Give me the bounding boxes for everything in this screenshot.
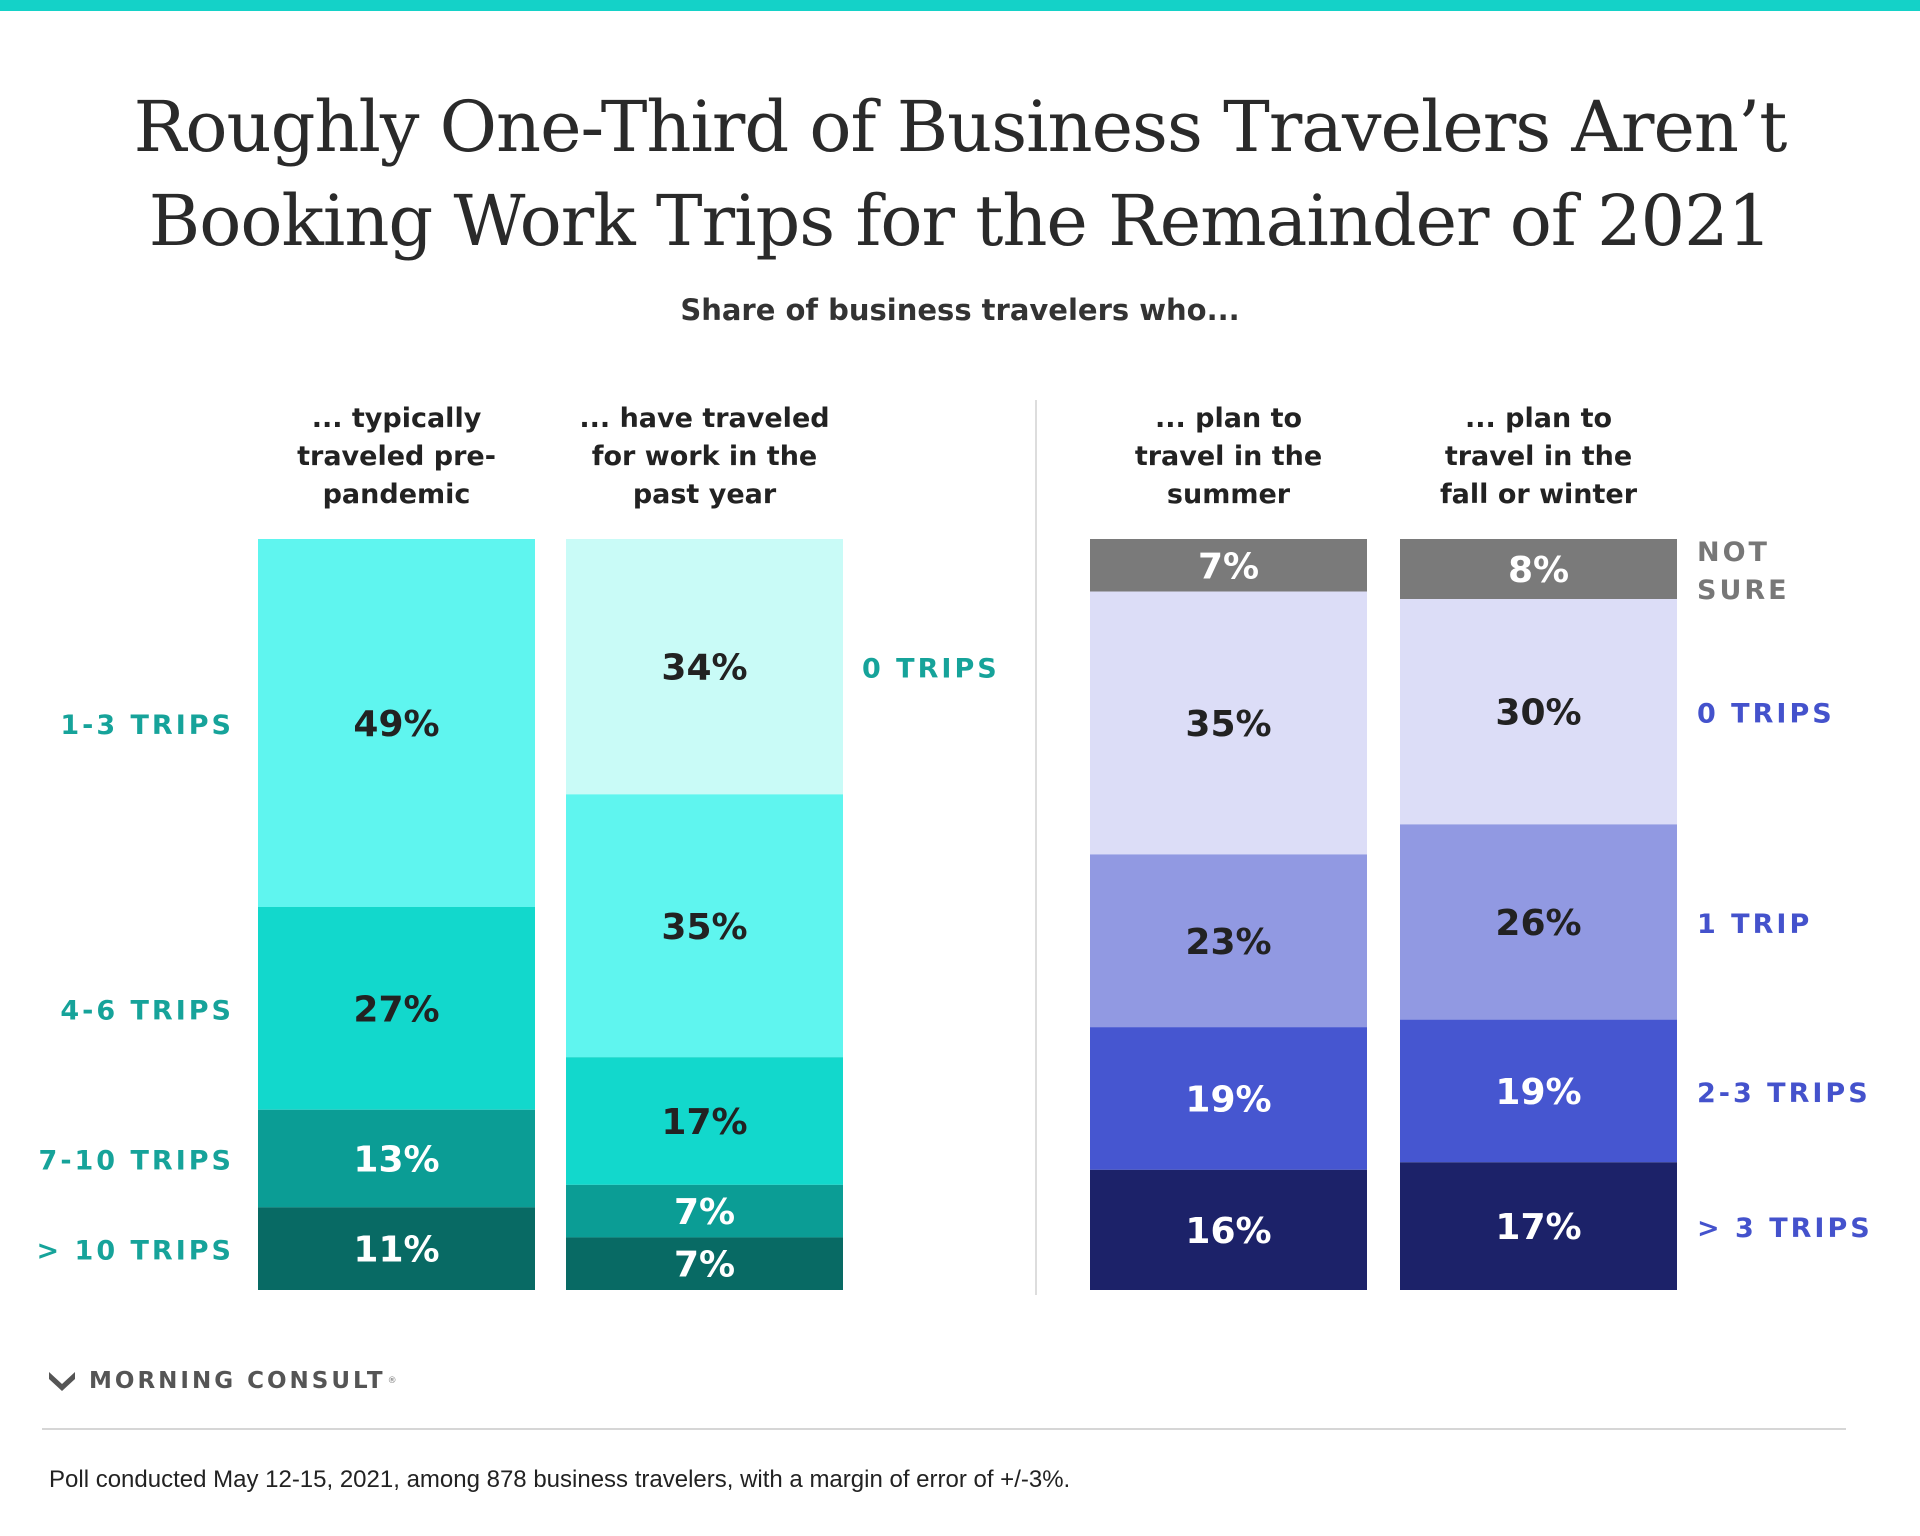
legend-label-right: 0 TRIPS — [1697, 699, 1835, 730]
column-header-line: pandemic — [323, 479, 471, 510]
bar-segment — [566, 1057, 843, 1185]
legend-label-left: > 10 TRIPS — [37, 1236, 234, 1267]
bar-segment — [258, 1207, 535, 1290]
segment-value-label: 19% — [1185, 1079, 1271, 1120]
legend-label-right-not-sure-word: NOT — [1697, 537, 1770, 568]
segment-value-label: 26% — [1495, 903, 1581, 944]
segment-value-label: 27% — [353, 989, 439, 1030]
footer-divider — [42, 1428, 1846, 1430]
segment-value-label: 11% — [353, 1230, 439, 1271]
segment-value-label: 7% — [674, 1245, 735, 1286]
brand-trademark: ® — [387, 1376, 397, 1386]
legend-label-right: 1 TRIP — [1697, 909, 1812, 940]
column-header-line: travel in the — [1445, 441, 1632, 472]
segment-value-label: 49% — [353, 704, 439, 745]
segment-value-label: 16% — [1185, 1211, 1271, 1252]
chart-title: Roughly One-Third of Business Travelers … — [0, 80, 1920, 268]
column-header-line: for work in the — [592, 441, 818, 472]
bar-segment — [1400, 1162, 1677, 1290]
legend-label-left: 7-10 TRIPS — [39, 1146, 234, 1177]
column-header-line: traveled pre- — [297, 441, 496, 472]
chart-title-line-2: Booking Work Trips for the Remainder of … — [148, 180, 1772, 262]
legend-label-left: 4-6 TRIPS — [60, 995, 234, 1026]
stacked-bar-chart: ... typically traveled pre-pandemic 49% 27%… — [37, 400, 1873, 1295]
segment-value-label: 17% — [1495, 1207, 1581, 1248]
morning-consult-logo-icon — [49, 1372, 75, 1391]
column-header-line: ... have traveled — [579, 403, 829, 434]
segment-value-label: 7% — [674, 1192, 735, 1233]
legend-label-right: 0 TRIPS — [862, 654, 1000, 685]
chart-title-line-1: Roughly One-Third of Business Travelers … — [133, 86, 1788, 168]
column-header-line: ... plan to — [1465, 403, 1612, 434]
segment-value-label: 7% — [1198, 546, 1259, 587]
bar-segment — [1400, 599, 1677, 825]
bar-segment — [1400, 824, 1677, 1020]
column-header-line: travel in the — [1135, 441, 1322, 472]
column-header-line: past year — [633, 479, 777, 510]
legend-label-left: 1-3 TRIPS — [60, 710, 234, 741]
footnote: Poll conducted May 12-15, 2021, among 87… — [49, 1466, 1071, 1493]
segment-value-label: 35% — [1185, 704, 1271, 745]
bar-segment — [566, 1237, 843, 1290]
column-header-line: fall or winter — [1440, 479, 1638, 510]
segment-value-label: 30% — [1495, 693, 1581, 734]
legend-label-right: 2-3 TRIPS — [1697, 1078, 1871, 1109]
bar-segment — [1090, 1169, 1367, 1290]
bar-segment — [566, 794, 843, 1058]
brand-name: MORNING CONSULT — [89, 1368, 386, 1394]
bar-segment — [566, 539, 843, 795]
segment-value-label: 8% — [1508, 550, 1569, 591]
bar-segment — [1400, 539, 1677, 600]
segment-value-label: 13% — [353, 1140, 439, 1181]
bar-segment — [1400, 1019, 1677, 1163]
segment-value-label: 17% — [661, 1102, 747, 1143]
accent-strip — [0, 0, 1920, 11]
bar-segment — [258, 906, 535, 1110]
column-header-line: ... typically — [312, 403, 482, 434]
bar-segment — [1090, 539, 1367, 592]
segment-value-label: 19% — [1495, 1072, 1581, 1113]
bar-segment — [1090, 591, 1367, 855]
segment-value-label: 34% — [661, 648, 747, 689]
segment-value-label: 23% — [1185, 922, 1271, 963]
bar-segment — [1090, 854, 1367, 1028]
bar-segment — [258, 539, 535, 907]
segment-value-label: 35% — [661, 907, 747, 948]
brand: MORNING CONSULT ® — [47, 1365, 397, 1397]
legend-label-right-not-sure-word: SURE — [1697, 575, 1790, 606]
legend-label-right: > 3 TRIPS — [1697, 1213, 1873, 1244]
bar-segment — [1090, 1027, 1367, 1170]
column-header-line: summer — [1167, 479, 1291, 510]
bar-segment — [258, 1109, 535, 1208]
chart-subtitle: Share of business travelers who... — [680, 293, 1240, 327]
column-header-line: ... plan to — [1155, 403, 1302, 434]
bar-segment — [566, 1184, 843, 1238]
